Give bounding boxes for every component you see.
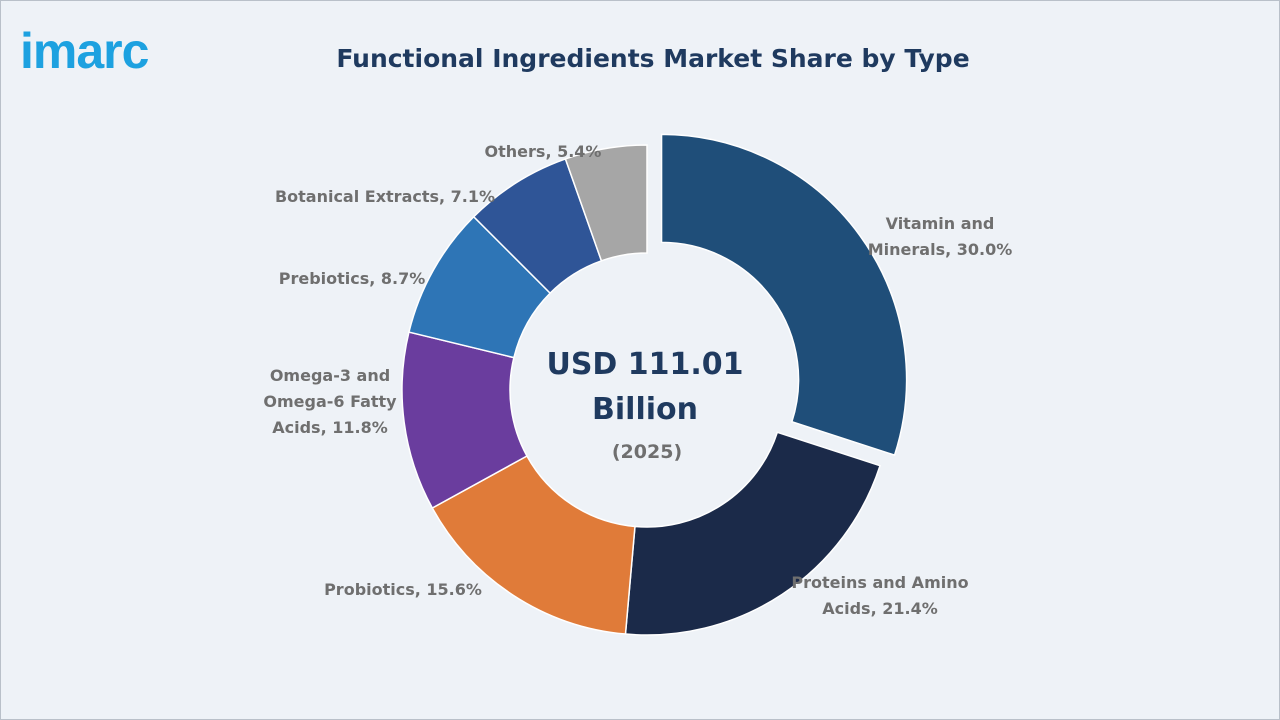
slice-vitamin-and-minerals [660,133,908,457]
label-probiotics: Probiotics, 15.6% [324,580,482,599]
center-text: USD 111.01 Billion (2025) [546,347,743,463]
slice-others [564,144,648,262]
slice-proteins-and-amino-acids [624,431,881,636]
center-value-unit: Billion [592,392,698,427]
slice-labels: Vitamin and Minerals, 30.0% Proteins and A… [263,142,1012,618]
center-year: (2025) [612,441,682,463]
slice-probiotics [431,454,636,635]
donut-slices [401,133,908,636]
chart-title: Functional Ingredients Market Share by T… [336,44,970,73]
label-omega-3-and-omega-6-fatty-acids: Omega-3 and Omega-6 Fatty Acids, 11.8% [263,366,397,437]
label-proteins-and-amino-acids: Proteins and Amino Acids, 21.4% [791,573,968,618]
label-vitamin-and-minerals: Vitamin and Minerals, 30.0% [868,214,1013,259]
label-others: Others, 5.4% [485,142,602,161]
imarc-logo: imarc [20,23,149,79]
label-botanical-extracts: Botanical Extracts, 7.1% [275,187,495,206]
label-prebiotics: Prebiotics, 8.7% [279,269,426,288]
center-value: USD 111.01 [546,347,743,382]
